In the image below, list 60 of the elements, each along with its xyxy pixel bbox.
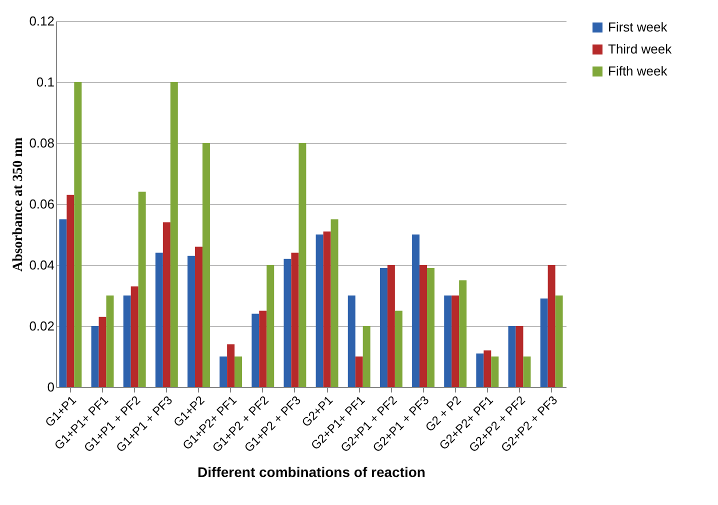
bar (427, 268, 434, 387)
bar (298, 143, 306, 387)
bar (516, 326, 524, 387)
bar (202, 143, 210, 387)
bar (170, 82, 178, 387)
bar (412, 234, 420, 387)
bar (194, 246, 202, 387)
bar (123, 296, 131, 387)
bar (291, 252, 299, 387)
bar (452, 296, 460, 387)
bar (523, 356, 531, 387)
legend-label: Fifth week (608, 64, 668, 78)
bar (259, 310, 267, 387)
bar (387, 265, 395, 387)
y-tick-label: 0.04 (29, 258, 54, 272)
bar (234, 356, 242, 387)
bar (252, 314, 260, 387)
y-axis-title: Absorbance at 350 nm (11, 137, 26, 272)
bar (362, 326, 370, 387)
bar (266, 265, 274, 387)
y-tick-label: 0.1 (36, 74, 54, 90)
legend-label: Third week (608, 42, 672, 56)
y-tick-label: 0.12 (29, 14, 54, 28)
bar (548, 265, 556, 387)
bar (476, 353, 484, 387)
bar (155, 252, 163, 387)
bar (138, 192, 146, 387)
bar (220, 356, 228, 387)
y-tick-label: 0.08 (29, 136, 54, 150)
bar (59, 219, 67, 387)
bar (459, 280, 467, 387)
bar (106, 296, 114, 387)
legend-label: First week (608, 20, 668, 34)
bar (348, 296, 356, 387)
bar (66, 194, 74, 387)
bar (316, 234, 324, 387)
bar (74, 82, 82, 387)
bar (330, 219, 338, 387)
bar (394, 310, 402, 387)
bar (508, 326, 516, 387)
bar (491, 356, 499, 387)
bar (98, 316, 106, 387)
bar (284, 258, 292, 387)
bar (380, 268, 388, 387)
bar (162, 222, 170, 387)
bar (91, 326, 99, 387)
y-tick-label: 0.02 (29, 318, 54, 334)
bar (555, 296, 563, 387)
y-tick-label: 0.06 (29, 196, 54, 212)
y-tick-label: 0 (47, 380, 54, 394)
bar (420, 265, 428, 387)
bar (188, 256, 195, 387)
bar (323, 231, 331, 387)
x-axis-title: Different combinations of reaction (198, 464, 426, 480)
bar (227, 344, 235, 387)
bar (540, 298, 548, 387)
bar (444, 296, 452, 387)
bar (130, 286, 138, 387)
bar (355, 356, 363, 387)
bar (484, 350, 492, 387)
